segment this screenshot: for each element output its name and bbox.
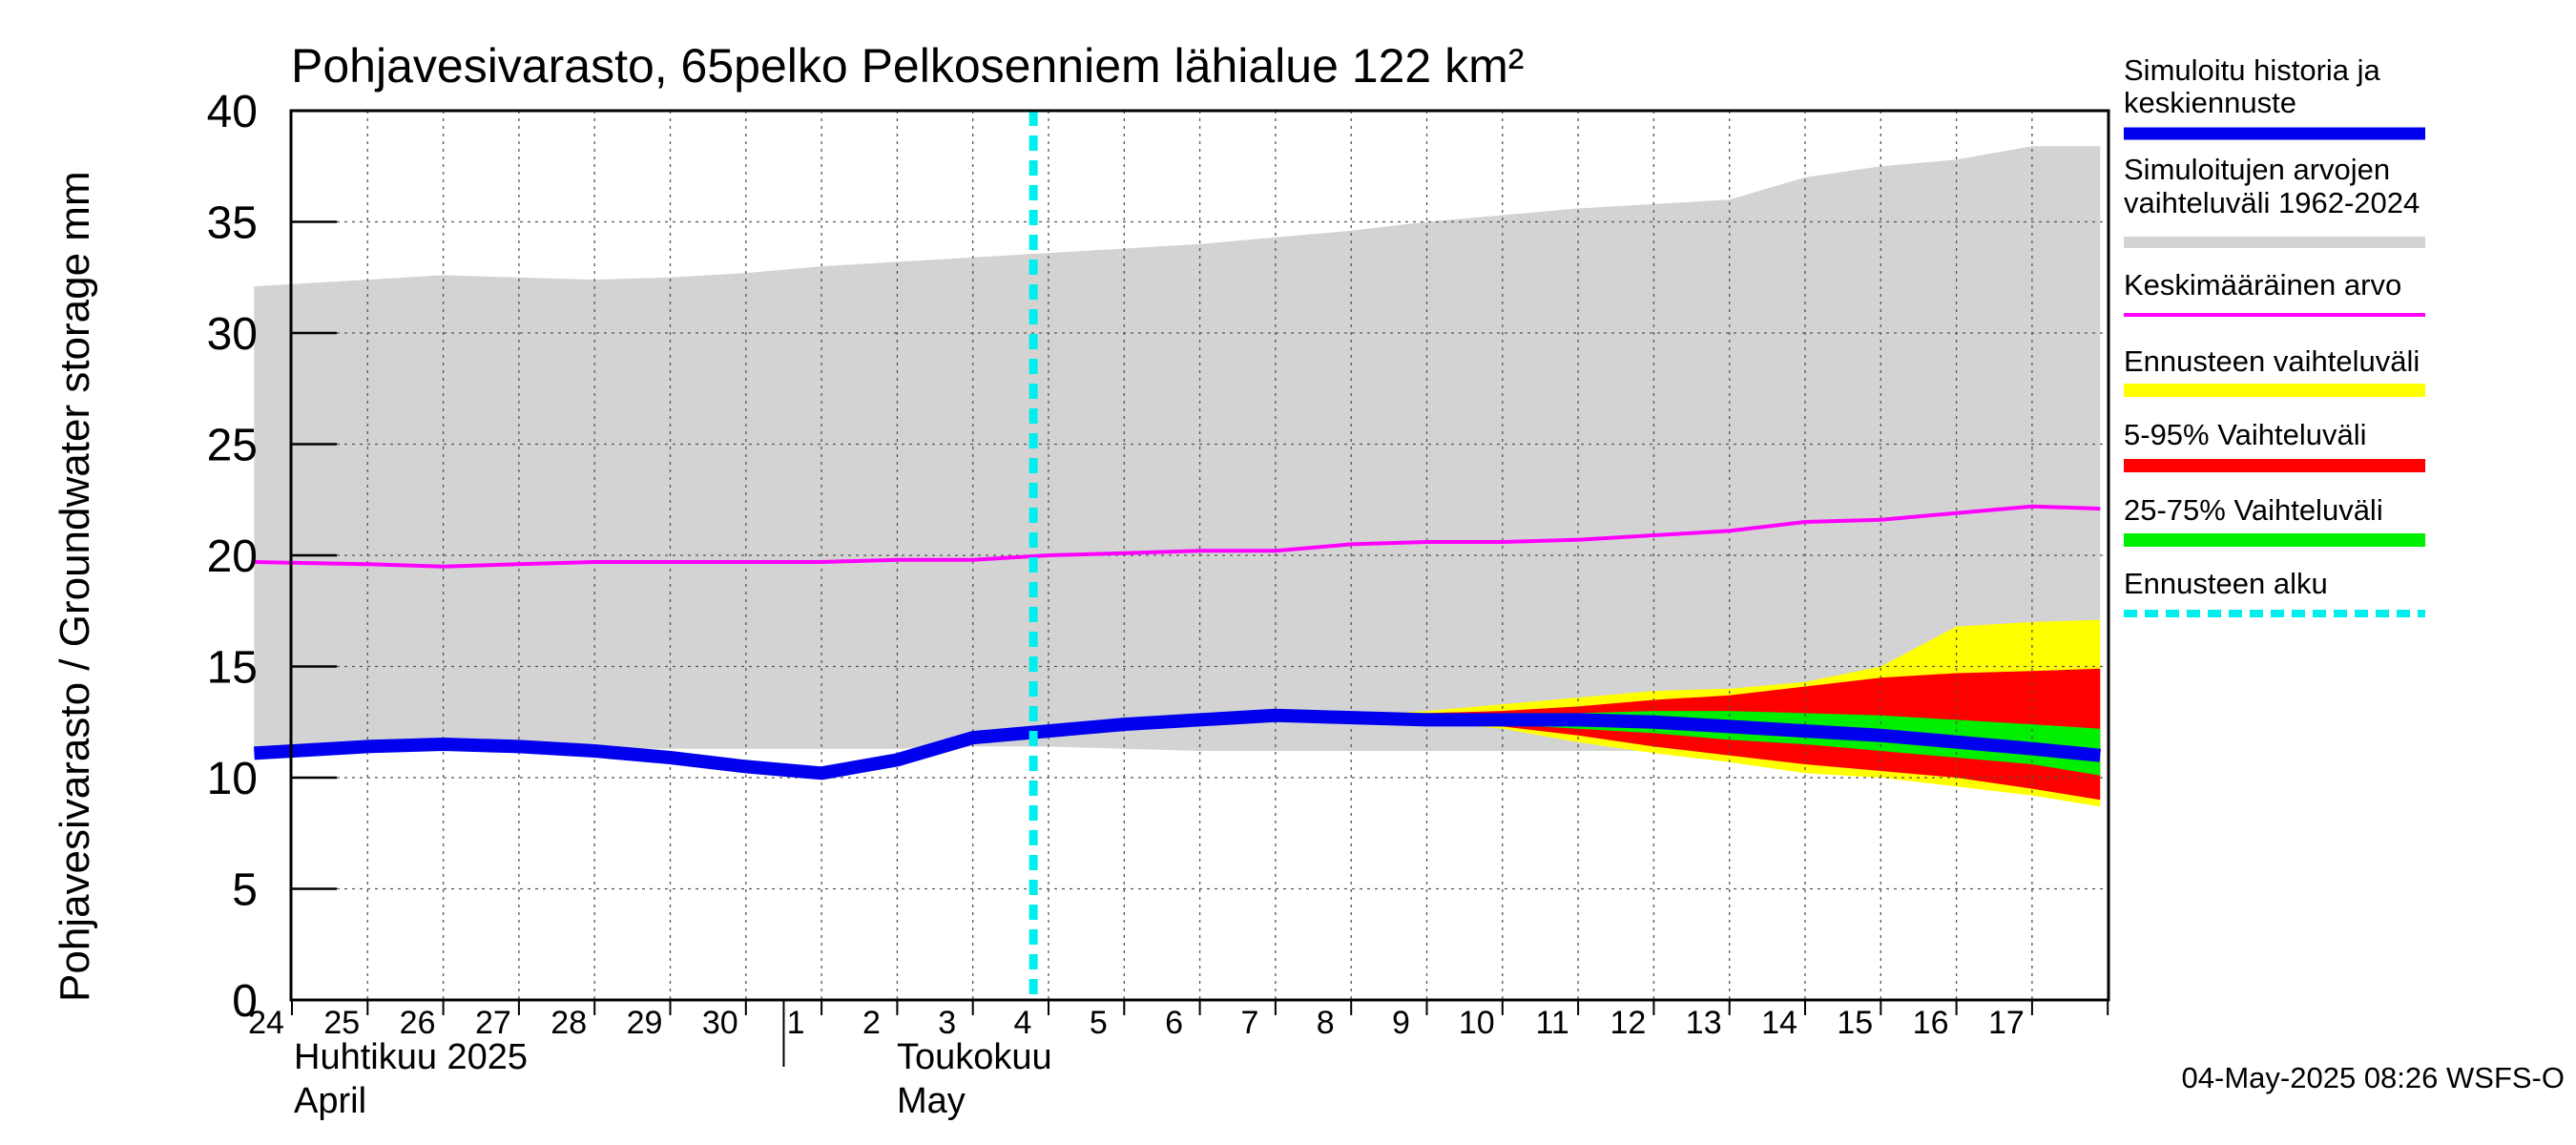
legend-label-1-0: Simuloitujen arvojen: [2124, 153, 2390, 186]
y-tick-label-10: 10: [207, 754, 258, 804]
series-line-1: [253, 708, 2101, 781]
x-tick-label-2: 26: [400, 1005, 436, 1041]
x-tick-label-12: 6: [1165, 1005, 1183, 1041]
x-tick-label-9: 3: [938, 1005, 956, 1041]
x-tick-label-10: 4: [1014, 1005, 1032, 1041]
x-tick-label-4: 28: [551, 1005, 587, 1041]
legend-label-0-1: keskiennuste: [2124, 86, 2296, 119]
legend-label-6: Ennusteen alku: [2124, 567, 2328, 600]
x-tick-label-5: 29: [627, 1005, 663, 1041]
x-tick-label-17: 11: [1535, 1005, 1568, 1041]
x-tick-label-16: 10: [1459, 1005, 1495, 1041]
x-tick-label-18: 12: [1610, 1005, 1646, 1041]
x-tick-label-20: 14: [1761, 1005, 1797, 1041]
legend-label-4: 5-95% Vaihteluväli: [2124, 418, 2366, 451]
month-sublabel-0: April: [294, 1081, 366, 1121]
x-tick-label-6: 30: [702, 1005, 738, 1041]
x-tick-label-23: 17: [1988, 1005, 2025, 1041]
chart-title: Pohjavesivarasto, 65pelko Pelkosenniem l…: [291, 39, 1524, 93]
x-tick-label-13: 7: [1240, 1005, 1258, 1041]
legend-label-0-0: Simuloitu historia ja: [2124, 53, 2381, 87]
legend-label-1-1: vaihteluväli 1962-2024: [2124, 186, 2420, 219]
x-tick-label-7: 1: [787, 1005, 805, 1041]
x-axis-ticks: 24 25 26 27 28 29 30 1 2 3 4 5 6 7 8 9 10 11 12 13 14 15 16 17: [248, 1000, 2109, 1067]
y-tick-label-30: 30: [207, 309, 258, 360]
month-label-0: Huhtikuu 2025: [294, 1037, 528, 1077]
x-tick-label-0: 24: [248, 1005, 284, 1041]
band-3: [1351, 711, 2101, 776]
x-tick-label-1: 25: [323, 1005, 360, 1041]
x-tick-label-22: 16: [1913, 1005, 1949, 1041]
band-0: [254, 146, 2101, 752]
y-tick-label-35: 35: [207, 198, 258, 249]
y-tick-label-40: 40: [207, 87, 258, 137]
y-axis-ticks: 0 5 10 15 20 25 30 35 40: [207, 87, 337, 1027]
series-line-0: [254, 504, 2101, 569]
month-sublabel-1: May: [897, 1081, 966, 1121]
x-tick-label-8: 2: [862, 1005, 881, 1041]
y-axis-label: Pohjavesivarasto / Groundwater storage m…: [52, 171, 98, 1002]
y-tick-label-20: 20: [207, 531, 258, 582]
month-label-1: Toukokuu: [897, 1037, 1052, 1077]
x-tick-label-19: 13: [1686, 1005, 1722, 1041]
series-lines: [253, 111, 2101, 1000]
legend-label-5: 25-75% Vaihteluväli: [2124, 493, 2383, 527]
x-tick-label-3: 27: [475, 1005, 511, 1041]
x-tick-label-11: 5: [1090, 1005, 1108, 1041]
y-tick-label-0: 0: [232, 976, 258, 1027]
grid-lines: [291, 111, 2109, 1000]
y-tick-label-5: 5: [232, 865, 258, 916]
x-tick-label-14: 8: [1317, 1005, 1335, 1041]
legend-label-3: Ennusteen vaihteluväli: [2124, 344, 2420, 378]
x-tick-label-15: 9: [1392, 1005, 1410, 1041]
footer-timestamp: 04-May-2025 08:26 WSFS-O: [2182, 1061, 2565, 1094]
y-tick-label-25: 25: [207, 421, 258, 471]
band-layer: [254, 146, 2101, 807]
x-tick-label-21: 15: [1837, 1005, 1873, 1041]
legend-label-2: Keskimääräinen arvo: [2124, 268, 2401, 302]
y-tick-label-15: 15: [207, 643, 258, 694]
